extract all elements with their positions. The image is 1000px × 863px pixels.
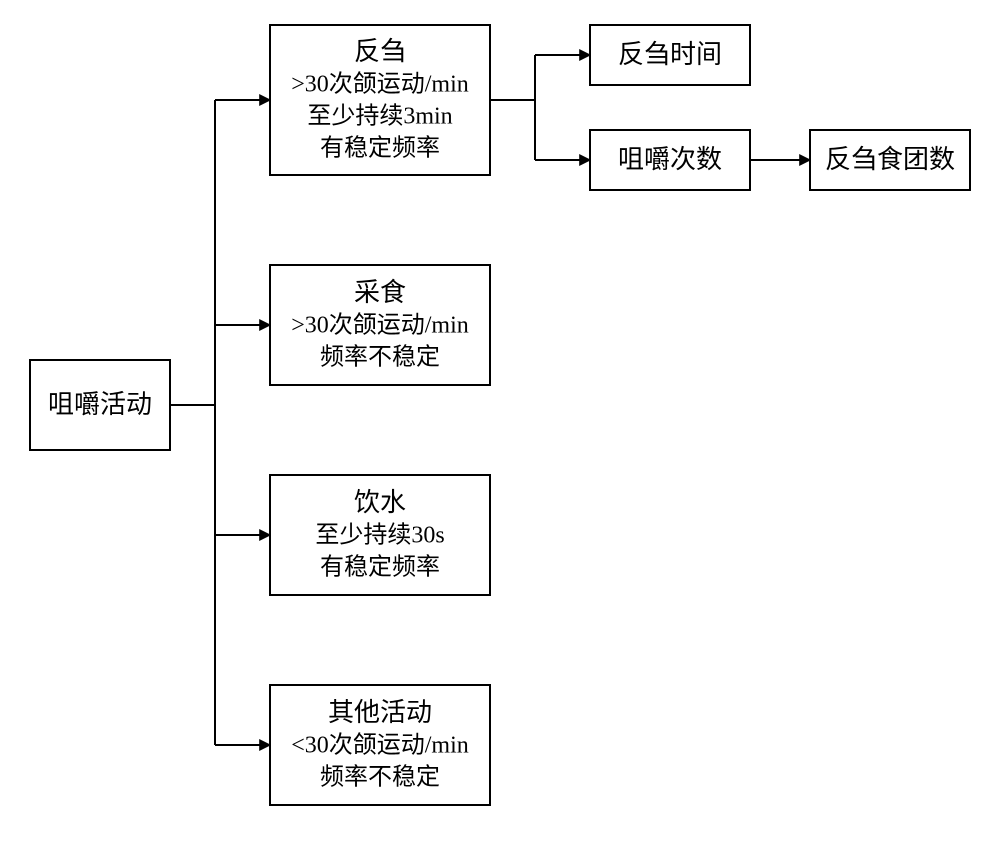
node-bolus_count: 反刍食团数 <box>810 130 970 190</box>
node-chew_count-line-0: 咀嚼次数 <box>618 145 722 174</box>
flowchart-diagram: 咀嚼活动反刍>30次颌运动/min至少持续3min有稳定频率采食>30次颌运动/… <box>0 0 1000 863</box>
node-feeding-line-1: >30次颌运动/min <box>291 312 469 339</box>
node-feeding: 采食 >30次颌运动/min 频率不稳定 <box>270 265 490 385</box>
node-other-line-2: 频率不稳定 <box>320 764 440 791</box>
node-drinking-line-0: 饮水 <box>354 488 406 517</box>
node-rumination-line-2: 至少持续3min <box>307 103 452 130</box>
node-rum_time-line-0: 反刍时间 <box>618 40 722 69</box>
node-drinking-line-2: 有稳定频率 <box>320 554 440 581</box>
node-rumination: 反刍 >30次颌运动/min 至少持续3min 有稳定频率 <box>270 25 490 175</box>
node-rumination-line-3: 有稳定频率 <box>320 135 440 162</box>
node-chew_count: 咀嚼次数 <box>590 130 750 190</box>
node-drinking: 饮水至少持续30s 有稳定频率 <box>270 475 490 595</box>
node-rumination-line-0: 反刍 <box>354 37 406 66</box>
node-rumination-line-1: >30次颌运动/min <box>291 71 469 98</box>
node-feeding-line-0: 采食 <box>354 278 406 307</box>
node-drinking-line-1: 至少持续30s <box>315 522 444 549</box>
node-root: 咀嚼活动 <box>30 360 170 450</box>
node-feeding-line-2: 频率不稳定 <box>320 344 440 371</box>
nodes-layer: 咀嚼活动反刍>30次颌运动/min至少持续3min有稳定频率采食>30次颌运动/… <box>30 25 970 805</box>
node-other: 其他活动 <30次颌运动/min 频率不稳定 <box>270 685 490 805</box>
node-other-line-1: <30次颌运动/min <box>291 732 469 759</box>
node-root-line-0: 咀嚼活动 <box>48 390 152 419</box>
node-rum_time: 反刍时间 <box>590 25 750 85</box>
node-bolus_count-line-0: 反刍食团数 <box>825 145 955 174</box>
node-other-line-0: 其他活动 <box>328 698 432 727</box>
